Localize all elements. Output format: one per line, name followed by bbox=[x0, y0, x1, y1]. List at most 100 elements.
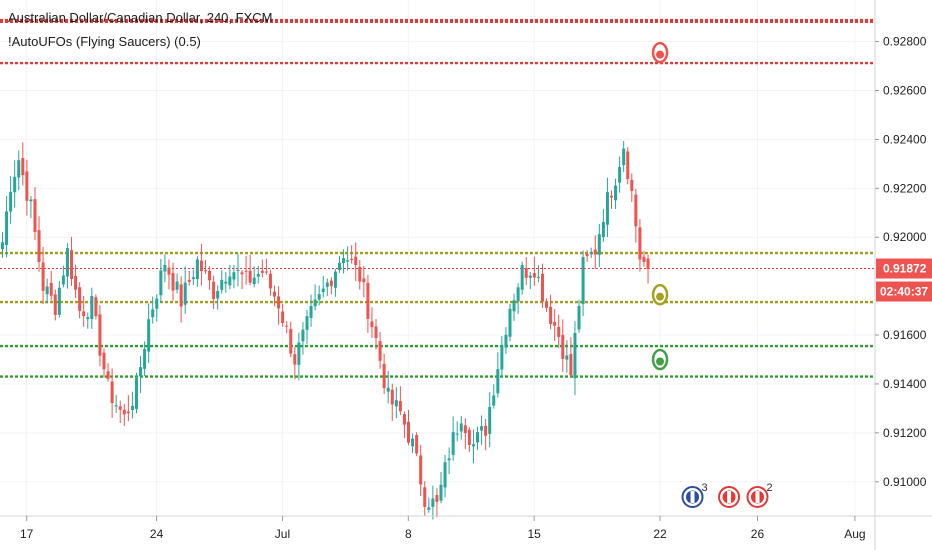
candle-up bbox=[175, 281, 179, 290]
symbol-title[interactable]: Australian Dollar/Canadian Dollar, 240, … bbox=[8, 10, 273, 25]
candle-up bbox=[504, 334, 508, 348]
ufo-marker-dot bbox=[656, 50, 665, 59]
candle-up bbox=[577, 305, 581, 330]
price-tick-label: 0.91600 bbox=[883, 328, 927, 342]
candle-down bbox=[199, 260, 203, 272]
candle-down bbox=[260, 270, 264, 273]
current-price-badge bbox=[876, 258, 932, 279]
candle-up bbox=[622, 148, 626, 166]
time-tick-label: 26 bbox=[751, 527, 765, 541]
candle-up bbox=[309, 306, 313, 318]
candle-up bbox=[134, 378, 138, 409]
candle-down bbox=[569, 353, 573, 376]
candle-down bbox=[545, 301, 549, 308]
candle-up bbox=[256, 273, 260, 277]
canada-flag-icon[interactable] bbox=[718, 486, 741, 508]
countdown-badge bbox=[876, 281, 932, 302]
candle-down bbox=[289, 328, 293, 354]
candle-down bbox=[268, 273, 272, 289]
price-tick-label: 0.91000 bbox=[883, 475, 927, 489]
countdown-label: 02:40:37 bbox=[880, 285, 928, 299]
candle-up bbox=[1, 242, 4, 250]
time-axis[interactable]: 17 24 Jul 8 15 22 26 Aug bbox=[0, 515, 932, 541]
australia-flag-icon[interactable]: 3 bbox=[681, 482, 708, 508]
candle-up bbox=[492, 395, 496, 406]
indicator-title[interactable]: !AutoUFOs (Flying Saucers) (0.5) bbox=[8, 34, 201, 49]
candle-down bbox=[179, 284, 183, 307]
price-axis[interactable]: 0.92800 0.92600 0.92400 0.92200 0.92000 0.916… bbox=[874, 0, 927, 550]
candle-up bbox=[57, 287, 61, 315]
price-tick-label: 0.92200 bbox=[883, 181, 927, 195]
candle-down bbox=[94, 297, 98, 317]
current-price-label: 0.91872 bbox=[883, 262, 927, 276]
candle-up bbox=[17, 160, 21, 178]
candle-down bbox=[78, 287, 82, 311]
candle-down bbox=[350, 258, 354, 261]
candle-down bbox=[585, 254, 589, 257]
candle-down bbox=[41, 262, 45, 291]
candle-up bbox=[565, 355, 569, 360]
candle-up bbox=[443, 462, 447, 488]
candle-down bbox=[593, 249, 597, 255]
candle-down bbox=[98, 314, 102, 356]
candle-up bbox=[13, 176, 17, 193]
candle-up bbox=[45, 286, 49, 295]
candle-up bbox=[516, 287, 520, 302]
candle-up bbox=[512, 300, 516, 312]
price-tick-label: 0.91200 bbox=[883, 426, 927, 440]
candle-up bbox=[386, 387, 390, 392]
candle-down bbox=[187, 279, 191, 282]
candle-down bbox=[467, 429, 471, 446]
candle-up bbox=[471, 444, 475, 447]
candle-down bbox=[362, 278, 366, 283]
candle-down bbox=[33, 199, 37, 232]
candle-down bbox=[419, 455, 423, 485]
candle-up bbox=[9, 191, 13, 212]
ufo-markers bbox=[651, 41, 669, 371]
candle-down bbox=[553, 321, 557, 326]
candle-down bbox=[638, 227, 642, 260]
candle-down bbox=[642, 256, 646, 263]
time-tick-label: 24 bbox=[150, 527, 164, 541]
candle-up bbox=[614, 185, 618, 201]
candle-up bbox=[5, 211, 9, 246]
candle-up bbox=[321, 288, 325, 293]
candle-down bbox=[354, 256, 358, 266]
candle-up bbox=[528, 275, 532, 278]
candle-down bbox=[277, 296, 281, 309]
candle-down bbox=[82, 311, 86, 317]
candlesticks bbox=[1, 141, 650, 520]
candle-down bbox=[110, 381, 114, 404]
event-count-label: 2 bbox=[766, 482, 772, 494]
canada-flag-icon-2[interactable]: 2 bbox=[746, 482, 773, 508]
candle-down bbox=[549, 306, 553, 325]
time-tick-label: 22 bbox=[653, 527, 667, 541]
candle-up bbox=[342, 258, 346, 263]
candle-up bbox=[114, 405, 118, 407]
candle-down bbox=[240, 272, 244, 275]
candle-down bbox=[244, 270, 248, 272]
candle-down bbox=[70, 250, 74, 279]
candle-up bbox=[183, 282, 187, 305]
candle-up bbox=[139, 367, 143, 377]
candle-down bbox=[435, 495, 439, 502]
candle-down bbox=[634, 194, 638, 227]
candle-up bbox=[224, 281, 228, 284]
candle-down bbox=[285, 325, 289, 327]
candle-down bbox=[329, 280, 333, 287]
candle-down bbox=[53, 294, 57, 316]
candle-down bbox=[423, 487, 427, 507]
time-tick-label: 17 bbox=[20, 527, 34, 541]
time-tick-label: Aug bbox=[844, 527, 865, 541]
ufo-marker-dot bbox=[656, 357, 665, 366]
candle-down bbox=[524, 268, 528, 278]
candle-up bbox=[618, 167, 622, 183]
candle-up bbox=[601, 222, 605, 238]
candle-up bbox=[451, 432, 455, 455]
candle-up bbox=[488, 406, 492, 434]
candle-down bbox=[463, 425, 467, 434]
candle-up bbox=[191, 277, 195, 280]
